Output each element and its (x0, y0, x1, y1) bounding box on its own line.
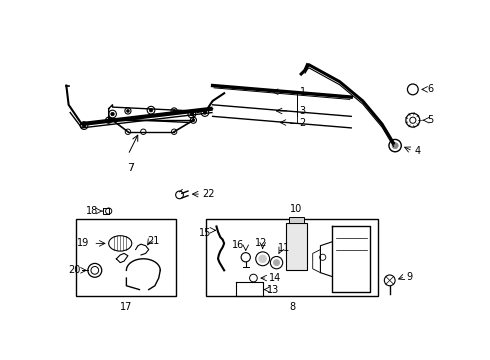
Text: 10: 10 (291, 204, 303, 214)
Text: 6: 6 (427, 84, 434, 94)
Text: 11: 11 (278, 243, 290, 253)
Text: 15: 15 (199, 228, 211, 238)
Text: 1: 1 (300, 87, 306, 97)
Text: 9: 9 (407, 271, 413, 282)
Circle shape (126, 109, 129, 112)
Circle shape (82, 124, 86, 127)
Text: 19: 19 (77, 238, 89, 248)
Circle shape (149, 108, 153, 112)
Circle shape (392, 143, 398, 149)
Text: 14: 14 (269, 273, 281, 283)
Bar (289, 217, 304, 223)
Circle shape (173, 109, 175, 112)
Bar (76, 219, 176, 296)
Text: 3: 3 (300, 106, 306, 116)
Circle shape (107, 119, 110, 122)
Text: 22: 22 (203, 189, 215, 199)
Text: 12: 12 (255, 238, 268, 248)
Text: 4: 4 (415, 146, 420, 156)
Text: 20: 20 (68, 265, 80, 275)
Text: 7: 7 (127, 163, 134, 172)
Circle shape (111, 112, 114, 116)
Text: 2: 2 (300, 117, 306, 127)
Text: 21: 21 (147, 236, 160, 246)
Text: 17: 17 (120, 302, 133, 312)
Circle shape (259, 255, 267, 263)
Circle shape (203, 111, 207, 114)
Circle shape (273, 260, 280, 266)
Bar (206, 219, 378, 296)
Text: 13: 13 (267, 285, 279, 294)
Text: 8: 8 (289, 302, 295, 312)
Text: 5: 5 (427, 115, 434, 125)
Circle shape (190, 112, 194, 116)
Text: 16: 16 (232, 239, 244, 249)
Bar (286, 223, 307, 270)
Circle shape (192, 119, 195, 122)
Text: 18: 18 (86, 206, 98, 216)
Ellipse shape (109, 236, 132, 251)
